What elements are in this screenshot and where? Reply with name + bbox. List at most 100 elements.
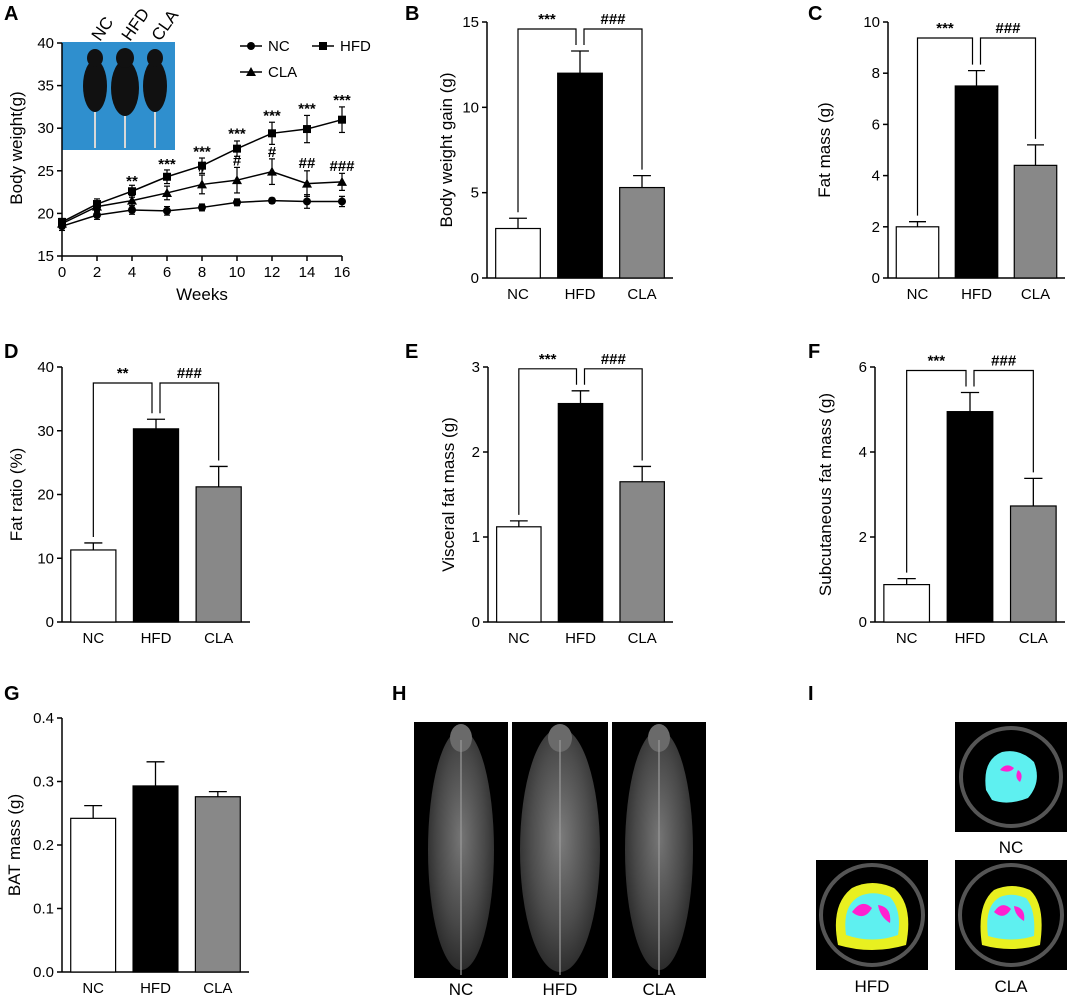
panel-label-c: C — [808, 3, 822, 25]
point-cla — [92, 201, 102, 211]
y-axis-label: Body weight(g) — [7, 91, 26, 204]
x-tick-label: 8 — [198, 264, 206, 281]
panel-g-bar-chart: G 0.0 0.1 0.2 0.3 0.4 NC HFD CLA BAT mass (g) — [4, 683, 249, 997]
y-tick-label: 10 — [863, 14, 880, 31]
x-tick-label-hfd: HFD — [140, 980, 171, 997]
panel-c-bar-chart: C 0 2 4 6 8 10 NC HFD CLA Fat mass (g) *** ### — [808, 3, 1065, 303]
xray-image-hfd — [512, 722, 608, 978]
significance-bracket — [906, 369, 967, 573]
y-tick-label: 0 — [859, 614, 867, 631]
significance-label: *** — [538, 11, 556, 28]
x-tick-label: 12 — [264, 264, 281, 281]
point-cla — [127, 195, 137, 205]
legend-label-nc: NC — [268, 38, 290, 55]
bar-nc — [495, 227, 541, 279]
significance-label: ### — [991, 353, 1017, 370]
mouse-photo-inset: NC HFD CLA — [62, 5, 183, 150]
point-nc — [338, 197, 346, 206]
y-tick-label: 3 — [472, 359, 480, 376]
significance-label: *** — [936, 20, 954, 37]
ct-label-hfd: HFD — [855, 977, 890, 996]
y-tick-label: 40 — [37, 359, 54, 376]
y-tick-label: 40 — [37, 35, 54, 52]
significance-label: *** — [539, 351, 557, 368]
y-tick-label: 4 — [872, 168, 880, 185]
point-cla — [162, 187, 172, 197]
point-hfd — [163, 172, 171, 181]
significance-label: *** — [333, 92, 351, 109]
y-tick-label: 20 — [37, 205, 54, 222]
y-tick-label: 0.0 — [33, 964, 54, 981]
y-tick-label: 10 — [462, 99, 479, 116]
bar-cla — [194, 796, 241, 973]
panel-label-b: B — [405, 3, 419, 25]
x-tick-label-nc: NC — [907, 286, 929, 303]
significance-label: ## — [299, 155, 316, 172]
significance-label: # — [268, 144, 277, 161]
y-tick-label: 0.1 — [33, 901, 54, 918]
y-tick-label: 0 — [472, 614, 480, 631]
y-tick-label: 30 — [37, 120, 54, 137]
y-tick-label: 10 — [37, 550, 54, 567]
significance-bracket — [973, 369, 1034, 473]
x-tick-label-hfd: HFD — [565, 286, 596, 303]
legend: NC HFD CLA — [240, 38, 371, 81]
point-hfd — [303, 125, 311, 134]
ct-image-hfd — [816, 860, 928, 970]
point-nc — [198, 203, 206, 212]
bar-hfd — [946, 411, 994, 623]
bar-nc — [70, 817, 117, 973]
panel-d-bar-chart: D 0 10 20 30 40 NC HFD CLA Fat ratio (%) ** ### — [4, 341, 250, 647]
significance-label: ### — [995, 20, 1021, 37]
panel-i-ct-images: I NC HFD CLA — [808, 683, 1067, 996]
x-tick-label: 4 — [128, 264, 136, 281]
point-nc — [303, 197, 311, 206]
panel-label-i: I — [808, 683, 814, 705]
x-tick-label: 6 — [163, 264, 171, 281]
point-nc — [93, 211, 101, 220]
x-tick-label-nc: NC — [82, 630, 104, 647]
y-tick-label: 2 — [859, 529, 867, 546]
point-nc — [163, 206, 171, 215]
point-cla — [57, 218, 67, 228]
bar-hfd — [557, 72, 603, 279]
x-tick-label: 16 — [334, 264, 351, 281]
significance-bracket — [583, 28, 643, 170]
significance-label: *** — [228, 125, 246, 142]
panel-e-bar-chart: E 0 1 2 3 NC HFD CLA Visceral fat mass (g) *** ##… — [405, 341, 673, 647]
significance-label: *** — [193, 143, 211, 160]
bar-hfd — [132, 785, 179, 973]
y-tick-label: 35 — [37, 78, 54, 95]
y-tick-label: 15 — [37, 248, 54, 265]
x-tick-label-nc: NC — [82, 980, 104, 997]
point-nc — [128, 205, 136, 214]
y-tick-label: 1 — [472, 529, 480, 546]
y-tick-label: 0 — [46, 614, 54, 631]
xray-label-nc: NC — [449, 980, 474, 999]
point-hfd — [128, 187, 136, 196]
y-axis-label: Fat ratio (%) — [7, 448, 26, 542]
x-tick-label-hfd: HFD — [955, 630, 986, 647]
significance-label: # — [198, 159, 207, 176]
significance-label: *** — [158, 156, 176, 173]
x-tick-label: 14 — [299, 264, 316, 281]
point-cla — [337, 176, 347, 186]
point-cla — [232, 175, 242, 185]
significance-bracket — [916, 37, 974, 216]
panel-f-bar-chart: F 0 2 4 6 NC HFD CLA Subcutaneous fat mass (g) *… — [808, 341, 1065, 647]
significance-bracket — [517, 28, 577, 213]
xray-image-nc — [414, 722, 508, 978]
significance-label: ### — [600, 11, 626, 28]
x-tick-label-hfd: HFD — [141, 630, 172, 647]
xray-label-cla: CLA — [642, 980, 676, 999]
x-tick-label-hfd: HFD — [961, 286, 992, 303]
photo-label-nc: NC — [88, 13, 118, 44]
x-axis-label: Weeks — [176, 285, 228, 304]
x-tick-label-cla: CLA — [203, 980, 232, 997]
x-tick-label-cla: CLA — [628, 630, 657, 647]
point-nc — [233, 198, 241, 207]
panel-label-a: A — [4, 3, 18, 25]
y-tick-label: 25 — [37, 163, 54, 180]
point-nc — [268, 196, 276, 205]
